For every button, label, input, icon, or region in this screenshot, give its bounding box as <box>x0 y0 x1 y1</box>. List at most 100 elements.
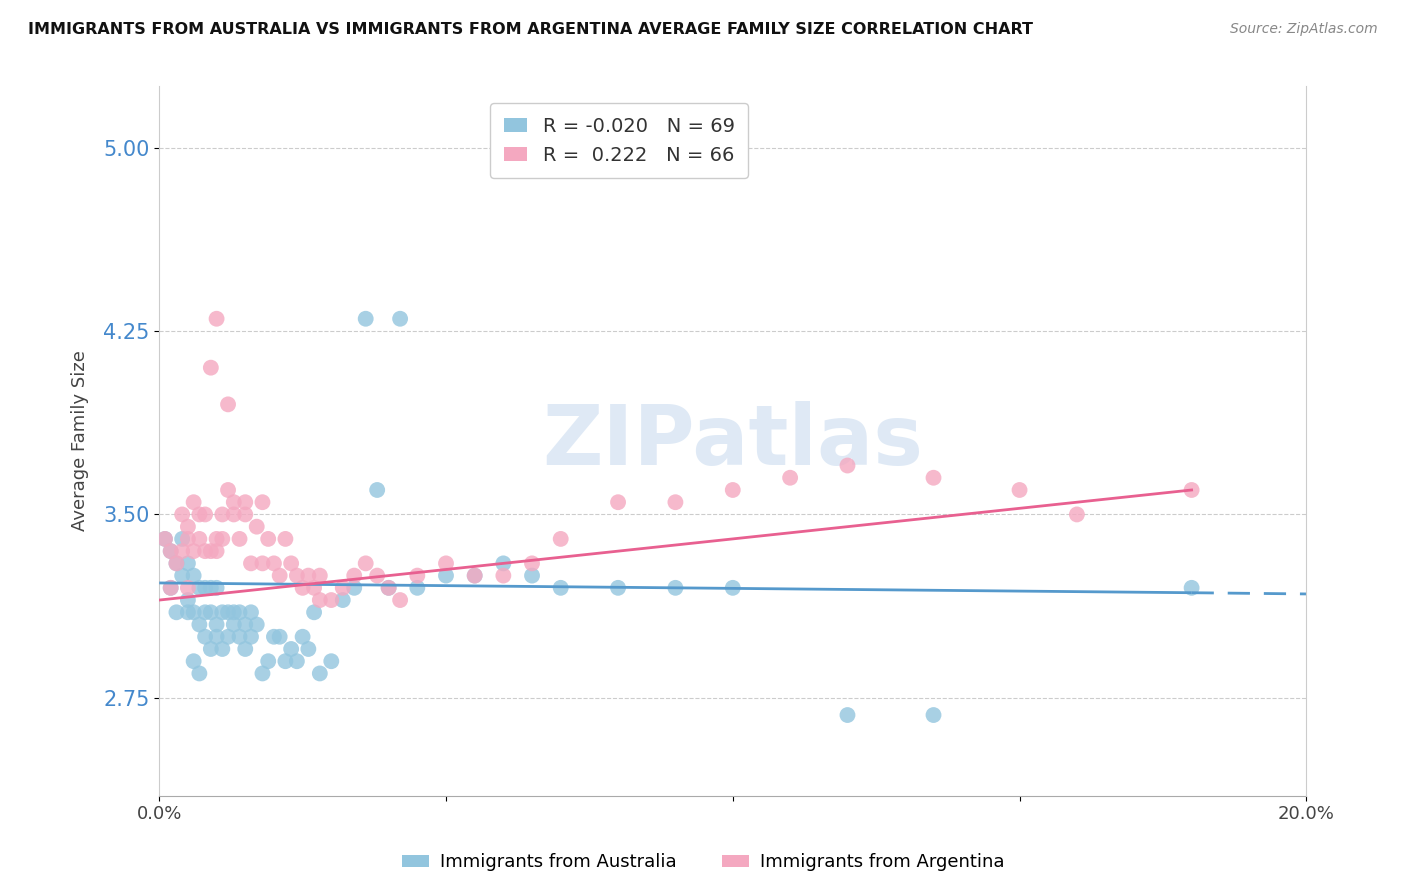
Point <box>274 654 297 668</box>
Legend: R = -0.020   N = 69, R =  0.222   N = 66: R = -0.020 N = 69, R = 0.222 N = 66 <box>491 103 748 178</box>
Point <box>194 544 217 558</box>
Point <box>183 568 205 582</box>
Point <box>205 311 228 326</box>
Point <box>211 642 233 657</box>
Point <box>172 532 194 546</box>
Point <box>291 630 314 644</box>
Point <box>297 642 319 657</box>
Point <box>343 581 366 595</box>
Point <box>233 642 256 657</box>
Point <box>217 630 239 644</box>
Text: IMMIGRANTS FROM AUSTRALIA VS IMMIGRANTS FROM ARGENTINA AVERAGE FAMILY SIZE CORRE: IMMIGRANTS FROM AUSTRALIA VS IMMIGRANTS … <box>28 22 1033 37</box>
Point <box>922 708 945 723</box>
Point <box>153 532 176 546</box>
Point <box>177 593 200 607</box>
Point <box>406 581 429 595</box>
Point <box>252 557 274 571</box>
Point <box>217 483 239 497</box>
Point <box>200 642 222 657</box>
Point <box>377 581 399 595</box>
Point <box>205 617 228 632</box>
Point <box>200 360 222 375</box>
Point <box>607 495 630 509</box>
Point <box>269 630 291 644</box>
Point <box>922 471 945 485</box>
Point <box>354 311 377 326</box>
Point <box>205 630 228 644</box>
Point <box>837 458 859 473</box>
Point <box>269 568 291 582</box>
Point <box>172 568 194 582</box>
Point <box>177 532 200 546</box>
Point <box>464 568 486 582</box>
Point <box>240 605 263 619</box>
Point <box>492 568 515 582</box>
Point <box>285 568 308 582</box>
Point <box>1066 508 1088 522</box>
Point <box>263 557 285 571</box>
Point <box>188 508 211 522</box>
Point <box>228 630 250 644</box>
Point <box>302 581 325 595</box>
Point <box>779 471 801 485</box>
Point <box>200 544 222 558</box>
Point <box>159 581 181 595</box>
Point <box>183 544 205 558</box>
Point <box>211 508 233 522</box>
Point <box>280 642 302 657</box>
Point <box>200 605 222 619</box>
Point <box>217 605 239 619</box>
Point <box>177 519 200 533</box>
Point <box>308 568 330 582</box>
Point <box>520 557 543 571</box>
Point <box>332 581 354 595</box>
Point <box>217 397 239 411</box>
Point <box>228 605 250 619</box>
Point <box>211 532 233 546</box>
Point <box>308 666 330 681</box>
Point <box>172 544 194 558</box>
Point <box>233 617 256 632</box>
Point <box>228 532 250 546</box>
Point <box>205 581 228 595</box>
Point <box>550 532 572 546</box>
Point <box>159 544 181 558</box>
Point <box>257 532 280 546</box>
Point <box>188 666 211 681</box>
Point <box>183 654 205 668</box>
Point <box>165 557 187 571</box>
Point <box>222 617 245 632</box>
Point <box>194 630 217 644</box>
Point <box>177 557 200 571</box>
Point <box>1181 581 1204 595</box>
Text: ZIPatlas: ZIPatlas <box>543 401 924 482</box>
Point <box>183 605 205 619</box>
Point <box>177 581 200 595</box>
Point <box>159 544 181 558</box>
Point <box>240 630 263 644</box>
Point <box>837 708 859 723</box>
Point <box>246 519 269 533</box>
Point <box>550 581 572 595</box>
Point <box>222 495 245 509</box>
Point <box>165 605 187 619</box>
Point <box>285 654 308 668</box>
Point <box>389 311 412 326</box>
Point <box>321 593 343 607</box>
Point <box>183 495 205 509</box>
Point <box>205 544 228 558</box>
Point <box>520 568 543 582</box>
Point <box>233 508 256 522</box>
Point <box>434 568 457 582</box>
Point <box>200 581 222 595</box>
Point <box>194 508 217 522</box>
Point <box>257 654 280 668</box>
Point <box>354 557 377 571</box>
Point <box>291 581 314 595</box>
Point <box>366 483 388 497</box>
Point <box>1008 483 1031 497</box>
Legend: Immigrants from Australia, Immigrants from Argentina: Immigrants from Australia, Immigrants fr… <box>395 847 1011 879</box>
Point <box>302 605 325 619</box>
Point <box>222 508 245 522</box>
Point <box>194 605 217 619</box>
